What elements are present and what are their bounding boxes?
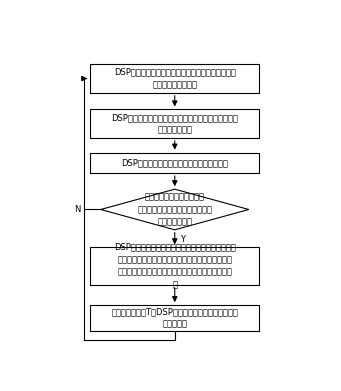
Bar: [90, 152, 260, 173]
Bar: [90, 305, 260, 331]
Text: DSP控制器根据获得的锰酸锂电池电压，找出电压值最
大的锰酸锂电池: DSP控制器根据获得的锰酸锂电池电压，找出电压值最 大的锰酸锂电池: [111, 113, 238, 135]
Text: 电压值最大的锰酸锂电池电
压与所有锰酸锂电池平均电压偏差
大于一设定阈值: 电压值最大的锰酸锂电池电 压与所有锰酸锂电池平均电压偏差 大于一设定阈值: [137, 192, 212, 226]
Text: DSP通过控制电压最大锰酸锂电池单体对应的第一接
触器和第二接触器使电压值最大的锰酸锂电池单体与
所述放电电阻的并联，对所述锰酸锂电池单体进行放
电: DSP通过控制电压最大锰酸锂电池单体对应的第一接 触器和第二接触器使电压值最大的…: [114, 243, 236, 289]
Text: 等待设定的时间T，DSP控制器通过控制端子断开所有
接触器开关: 等待设定的时间T，DSP控制器通过控制端子断开所有 接触器开关: [111, 307, 238, 328]
Text: DSP控制器求出所有锰酸锂电池电压的平均值: DSP控制器求出所有锰酸锂电池电压的平均值: [121, 158, 228, 167]
Text: N: N: [74, 205, 80, 214]
Bar: [90, 109, 260, 138]
Bar: [90, 247, 260, 285]
Text: DSP控制器与锰酸锂电池电压检测模块通信，获得每
个锰酸锂电池的电压: DSP控制器与锰酸锂电池电压检测模块通信，获得每 个锰酸锂电池的电压: [114, 68, 236, 89]
Text: Y: Y: [180, 235, 185, 244]
Polygon shape: [101, 189, 249, 230]
Bar: [90, 64, 260, 93]
